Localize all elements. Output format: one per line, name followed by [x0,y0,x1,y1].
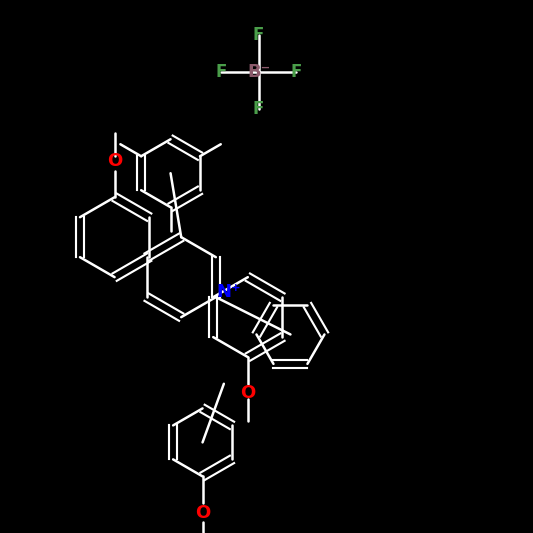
Text: B⁻: B⁻ [247,63,270,81]
Text: F: F [253,26,264,44]
Text: F: F [215,63,227,81]
Text: O: O [107,152,122,170]
Text: O: O [195,504,210,522]
Text: F: F [290,63,302,81]
Text: N⁺: N⁺ [217,283,241,301]
Text: O: O [240,384,255,402]
Text: F: F [253,100,264,118]
